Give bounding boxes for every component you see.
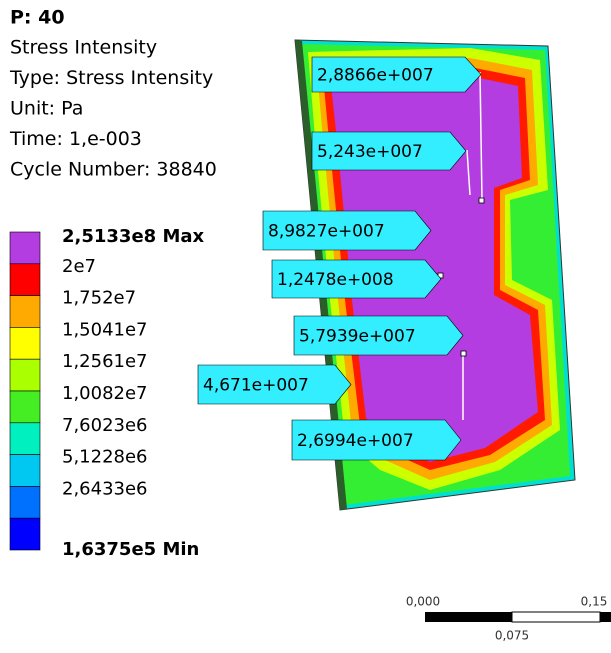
probe-flag: [262, 210, 432, 251]
legend-label: 1,6375e5 Min: [62, 539, 199, 560]
probe-flag: [293, 315, 464, 356]
scale-bar: 0,000 0,15 0,075: [406, 595, 611, 643]
legend-label: 1,752e7: [62, 288, 136, 309]
scale-segment: [511, 611, 601, 623]
legend-label: 2,6433e6: [62, 478, 148, 499]
probe-point: [460, 350, 467, 357]
legend-swatch: [9, 327, 41, 360]
probe-value: 5,243e+007: [317, 142, 423, 162]
contour-purple: [330, 74, 538, 462]
legend-swatch: [9, 231, 41, 265]
header-line: Time: 1,e-003: [9, 128, 142, 150]
scale-label: 0,15: [581, 595, 608, 609]
scale-segment: [600, 612, 611, 622]
probe-point: [478, 197, 485, 204]
header-line: Unit: Pa: [10, 98, 83, 120]
legend-label: 2e7: [62, 256, 96, 277]
header-line: Cycle Number: 38840: [10, 159, 217, 181]
probe-flag: [311, 56, 482, 93]
probe-value: 4,671e+007: [203, 376, 309, 396]
legend-label: 5,1228e6: [62, 447, 148, 468]
legend-swatch: [9, 486, 41, 519]
legend: 2,5133e8 Max 2e7 1,752e7 1,5041e7 1,2561e7 1,…: [9, 226, 205, 560]
probe-value: 5,7939e+007: [299, 327, 416, 347]
header-line: Type: Stress Intensity: [9, 67, 213, 89]
probe-flag: [271, 259, 442, 299]
legend-label: 1,0082e7: [62, 383, 148, 404]
probe-flag: [311, 131, 467, 171]
legend-swatch: [9, 358, 41, 392]
header-line: Stress Intensity: [10, 37, 157, 59]
legend-swatch: [9, 295, 41, 328]
scale-segment: [425, 612, 512, 622]
legend-swatch: [9, 517, 41, 551]
legend-label: 7,6023e6: [62, 415, 148, 436]
probe-value: 1,2478e+008: [277, 270, 394, 290]
header: P: 40 Stress Intensity Type: Stress Inten…: [9, 7, 217, 181]
legend-swatch: [9, 422, 41, 455]
legend-label: 1,5041e7: [62, 319, 148, 340]
legend-swatch: [9, 263, 41, 296]
probe-labels: 2,8866e+007 5,243e+007 8,9827e+007 1,2478e+…: [197, 56, 482, 461]
probe-value: 2,6994e+007: [297, 431, 414, 451]
legend-label: 2,5133e8 Max: [62, 226, 205, 247]
probe-value: 2,8866e+007: [317, 66, 434, 86]
legend-swatch: [9, 454, 41, 487]
result-title: P: 40: [10, 7, 65, 29]
scale-label: 0,075: [495, 629, 529, 643]
probe-flag: [197, 364, 352, 405]
probe-leader: [466, 149, 471, 196]
scale-label: 0,000: [406, 595, 440, 609]
legend-label: 1,2561e7: [62, 351, 148, 372]
probe-flag: [291, 419, 462, 461]
probe-value: 8,9827e+007: [268, 222, 385, 242]
probe-leader: [479, 71, 483, 201]
legend-swatch: [9, 390, 41, 424]
